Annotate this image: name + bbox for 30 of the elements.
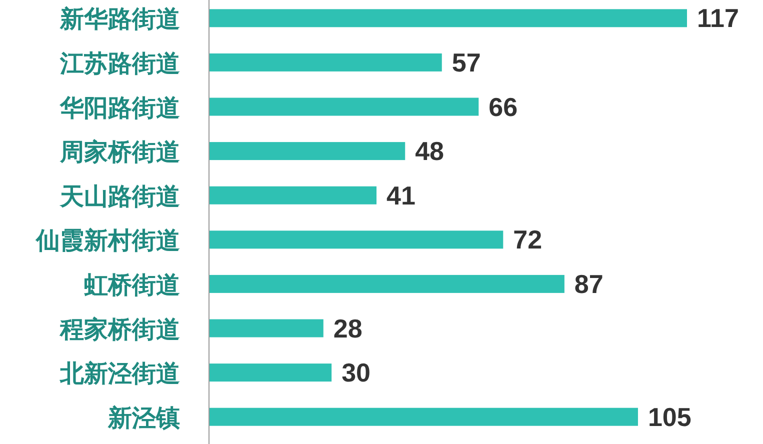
bar <box>209 408 638 426</box>
bar <box>209 230 504 249</box>
y-tick-label: 北新泾街道 <box>59 360 180 388</box>
y-tick-label: 周家桥街道 <box>59 138 180 166</box>
y-tick-label: 程家桥街道 <box>59 315 180 344</box>
y-tick-label: 华阳路街道 <box>59 94 180 122</box>
y-tick-label: 仙霞新村街道 <box>35 226 180 255</box>
y-tick-label: 江苏路街道 <box>59 49 180 78</box>
bar <box>209 186 377 204</box>
data-label: 117 <box>697 3 739 34</box>
data-label: 87 <box>574 268 604 299</box>
data-label: 72 <box>513 224 542 255</box>
data-label: 41 <box>386 180 416 210</box>
data-label: 105 <box>648 402 692 432</box>
data-label: 57 <box>452 47 481 78</box>
data-label: 66 <box>488 92 518 122</box>
data-label: 48 <box>415 136 444 166</box>
bar <box>209 9 687 28</box>
data-label: 28 <box>333 313 362 344</box>
y-tick-label: 天山路街道 <box>59 182 180 210</box>
bar <box>209 53 442 72</box>
bar <box>209 319 324 338</box>
bar <box>209 142 406 160</box>
y-tick-label: 新泾镇 <box>107 404 180 432</box>
data-label: 30 <box>342 358 370 388</box>
y-tick-label: 新华路街道 <box>59 5 180 34</box>
bar <box>209 364 332 382</box>
bar <box>209 274 564 293</box>
bar <box>209 98 479 116</box>
y-tick-label: 虹桥街道 <box>83 270 180 299</box>
